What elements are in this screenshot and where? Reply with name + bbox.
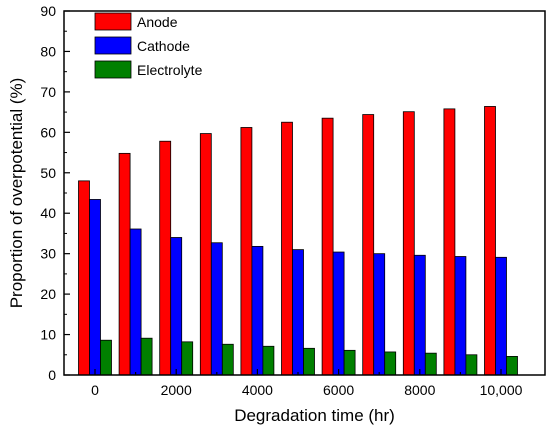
- bar-electrolyte-1000: [140, 337, 153, 376]
- bar-anode-0: [78, 180, 90, 376]
- y-tick-label-40: 40: [40, 205, 56, 221]
- legend-swatch-cathode: [94, 36, 132, 55]
- bar-cathode-9000: [454, 256, 467, 376]
- bar-cathode-8000: [413, 254, 426, 376]
- bar-cathode-6000: [332, 251, 345, 376]
- bar-electrolyte-4000: [262, 345, 275, 376]
- bar-anode-5000: [281, 121, 293, 376]
- x-tick-label-2000: 2000: [161, 382, 192, 398]
- bar-electrolyte-6000: [343, 349, 356, 376]
- bar-cathode-2000: [170, 237, 183, 376]
- bar-electrolyte-2000: [181, 341, 194, 376]
- y-tick-label-90: 90: [40, 3, 56, 19]
- y-tick-label-70: 70: [40, 84, 56, 100]
- bar-electrolyte-0: [100, 339, 112, 376]
- bar-anode-9000: [443, 108, 456, 376]
- bar-cathode-4000: [251, 245, 264, 376]
- bar-anode-3000: [199, 133, 212, 376]
- bar-electrolyte-3000: [221, 343, 234, 376]
- legend-label-electrolyte: Electrolyte: [137, 62, 203, 78]
- y-tick-label-60: 60: [40, 124, 56, 140]
- y-axis-title: Proportion of overpotential (%): [7, 78, 26, 309]
- y-tick-label-10: 10: [40, 327, 56, 343]
- bar-cathode-7000: [373, 253, 386, 376]
- x-tick-label-10000: 10,000: [480, 382, 523, 398]
- x-tick-label-6000: 6000: [323, 382, 354, 398]
- bar-anode-8000: [402, 111, 415, 376]
- y-tick-label-50: 50: [40, 165, 56, 181]
- bar-electrolyte-10000: [506, 355, 518, 376]
- bar-anode-7000: [362, 114, 375, 376]
- bar-anode-2000: [159, 140, 172, 376]
- bar-cathode-0: [89, 199, 101, 376]
- x-axis-title: Degradation time (hr): [234, 406, 395, 425]
- bar-cathode-10000: [495, 256, 507, 376]
- bar-anode-1000: [118, 152, 131, 376]
- x-tick-label-0: 0: [91, 382, 99, 398]
- bar-electrolyte-9000: [465, 354, 478, 376]
- x-tick-label-4000: 4000: [242, 382, 273, 398]
- bar-electrolyte-5000: [303, 347, 315, 376]
- legend-swatch-electrolyte: [94, 60, 132, 79]
- bar-electrolyte-7000: [384, 351, 397, 376]
- bar-cathode-3000: [210, 242, 223, 376]
- bar-anode-6000: [321, 117, 334, 376]
- bar-electrolyte-8000: [424, 352, 437, 376]
- bar-anode-4000: [240, 127, 253, 376]
- y-tick-label-30: 30: [40, 246, 56, 262]
- legend-swatch-anode: [94, 12, 132, 31]
- legend-label-cathode: Cathode: [137, 38, 190, 54]
- legend-label-anode: Anode: [137, 14, 178, 30]
- y-tick-label-0: 0: [48, 367, 56, 383]
- bar-cathode-1000: [129, 228, 142, 376]
- bar-anode-10000: [484, 106, 496, 376]
- bar-cathode-5000: [292, 249, 304, 376]
- x-tick-label-8000: 8000: [404, 382, 435, 398]
- y-tick-label-80: 80: [40, 43, 56, 59]
- y-tick-label-20: 20: [40, 286, 56, 302]
